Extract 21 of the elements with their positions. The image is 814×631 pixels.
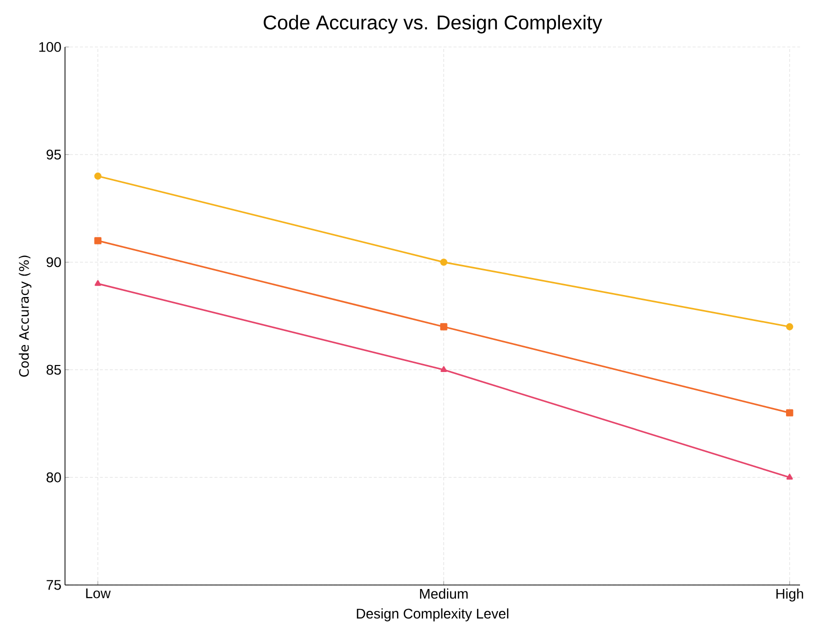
y-tick-label: 95: [46, 150, 61, 160]
point: [440, 258, 448, 266]
x-tick-label: Medium: [420, 588, 468, 599]
y-axis-title: Code Accuracy (%): [18, 256, 32, 377]
y-tick-label: 80: [46, 472, 61, 482]
x-axis-title: Design Complexity Level: [356, 608, 508, 622]
point: [786, 323, 794, 330]
point: [94, 172, 102, 180]
point: [440, 323, 448, 330]
point: [94, 237, 102, 244]
y-tick-label: 75: [46, 580, 61, 590]
y-tick-label: 100: [39, 42, 61, 52]
point: [786, 474, 793, 480]
point: [786, 409, 794, 416]
chart-title: Code Accuracy vs. Design Complexity: [264, 14, 602, 34]
point: [94, 280, 102, 286]
x-tick-label: High: [776, 588, 804, 602]
y-tick-label: 90: [46, 257, 61, 268]
x-tick-label: Low: [86, 588, 111, 598]
point: [440, 366, 447, 372]
y-tick-label: 85: [46, 364, 61, 375]
